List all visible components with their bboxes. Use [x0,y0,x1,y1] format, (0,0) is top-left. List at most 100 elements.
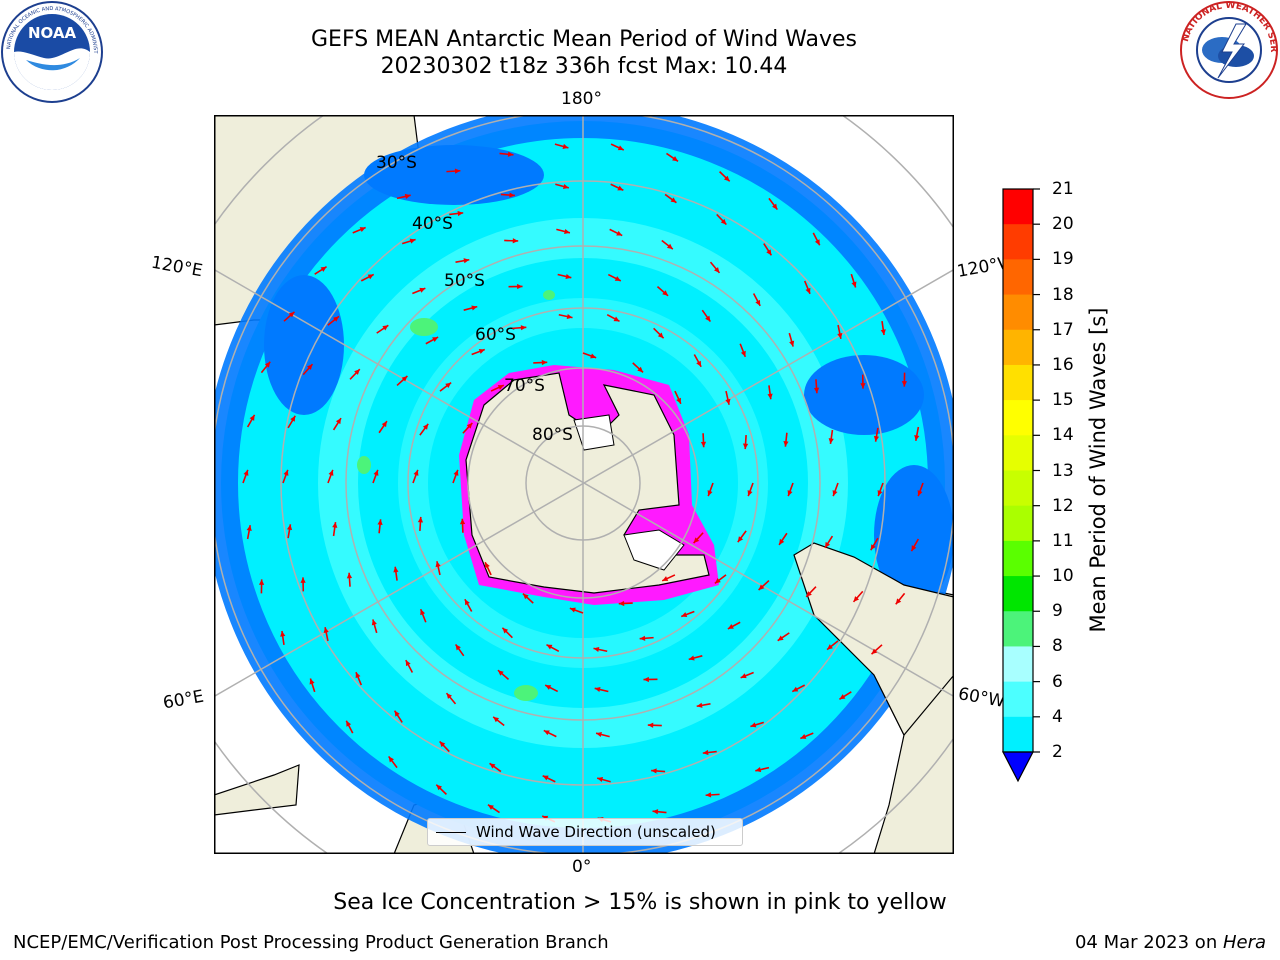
wind-arrow-head [471,305,478,311]
lat-label-80s: 80°S [532,425,573,445]
wind-arrow-head [911,545,917,552]
footer-date: 04 Mar 2023 on Hera [1074,932,1266,953]
wind-arrow-head [696,702,703,708]
wind-arrow-head [502,627,509,634]
wind-arrow-head [497,670,504,676]
wind-arrow-head [590,353,597,359]
wind-arrow-head [455,644,461,651]
wind-arrow-head [409,238,416,244]
wind-arrow-head [377,519,383,525]
wind-arrow-head [779,538,785,545]
wind-arrow-head [346,720,352,727]
wind-arrow-head [594,686,601,693]
graticule [214,115,954,854]
wind-arrow-head [747,490,753,497]
wind-arrow-head [676,397,681,404]
wind-wave-arrows [242,143,924,823]
wind-arrow-head [742,443,749,450]
wind-arrow-head [617,145,624,151]
lat-label-30s: 30°S [376,153,417,173]
wind-arrow-head [512,238,519,244]
wind-arrow-head [789,340,795,347]
wind-arrow-head [639,635,646,641]
noaa-logo: NOAA NATIONAL OCEANIC AND ATMOSPHERIC AD… [0,0,103,103]
wind-arrow-head [487,804,494,810]
legend-label: Wind Wave Direction (unscaled) [476,823,716,841]
wind-arrow-head [666,243,673,250]
wind-arrow-head [871,648,878,655]
wind-arrow-head [837,332,843,339]
wind-arrow-head [497,385,504,390]
wind-arrow-head [509,192,515,198]
wind-arrow-head [264,361,271,368]
wind-arrow-head [873,435,880,442]
wind-arrow-head [614,276,621,281]
wind-arrow-head [827,644,833,650]
wind-arrow-head [783,441,789,447]
wind-arrow-head [367,274,374,280]
wind-arrow-head [332,522,338,528]
wind-arrow-head [740,673,747,679]
colorbar-bin [1003,364,1033,401]
lon-label-0: 0° [572,857,592,877]
wind-arrow-head [258,579,265,585]
wind-arrow-head [419,287,426,293]
wind-arrow-head [723,175,730,182]
wind-arrow-head [546,644,553,650]
wind-arrow-head [569,607,576,613]
wind-arrow-head [388,756,394,763]
wind-arrow-head [637,366,644,373]
wind-arrow-head [564,228,570,235]
wind-arrow-head [772,203,778,210]
colorbar-tick-label: 10 [1052,566,1074,587]
wind-arrow-head [541,359,548,366]
wind-arrow-head [489,763,496,769]
wind-arrow-head [454,168,461,174]
wind-arrow-head [824,541,831,548]
map-title: GEFS MEAN Antarctic Mean Period of Wind … [311,27,857,52]
wind-arrow-head [901,381,908,387]
wind-arrow-head [249,414,255,421]
wind-arrow-head [880,329,886,336]
wind-arrow-head [290,415,296,422]
wind-arrow-head [346,572,353,579]
wind-arrow-head [767,393,773,400]
wind-arrow-head [705,792,712,798]
wind-arrow-head [917,490,923,497]
wind-arrow-head [517,283,523,290]
svg-text:NOAA: NOAA [28,24,77,42]
wind-arrow-head [422,423,429,430]
wind-arrow-head [359,227,366,232]
wind-arrow-head [485,562,490,569]
wind-arrow-head [459,518,466,525]
wind-arrow-head [705,315,711,322]
map-subtitle: 20230302 t18z 336h fcst Max: 10.44 [380,54,788,79]
wind-arrow-head [335,418,342,425]
wind-arrow-head [393,566,399,573]
wind-arrow-head [777,635,784,641]
colorbar-bin [1003,294,1033,331]
wind-arrow-head [405,660,411,667]
wind-arrow-head [853,596,860,602]
wind-arrow-head [914,435,920,441]
wind-arrow-head [464,599,470,606]
wind-arrow-head [702,749,709,756]
colorbar-bin [1003,505,1033,542]
wind-arrow-head [696,360,702,367]
wind-arrow-head [562,183,569,189]
wind-arrow-head [439,741,446,748]
lon-label-180: 180° [561,89,602,109]
wind-arrow-head [283,469,289,476]
wind-arrow-head [436,784,443,791]
colorbar-bin [1003,329,1033,366]
wind-arrow-head [593,646,600,653]
colorbar-bin [1003,576,1033,612]
wind-arrow-head [725,398,731,405]
colorbar-tick-label: 8 [1052,636,1063,657]
nws-logo: NATIONAL WEATHER SERVICE [1178,0,1278,99]
wind-arrow-head [688,655,695,661]
wind-arrow-head [670,197,677,203]
map-legend: Wind Wave Direction (unscaled) [427,818,743,846]
wind-arrow-head [860,383,866,389]
colorbar-bin [1003,224,1033,260]
